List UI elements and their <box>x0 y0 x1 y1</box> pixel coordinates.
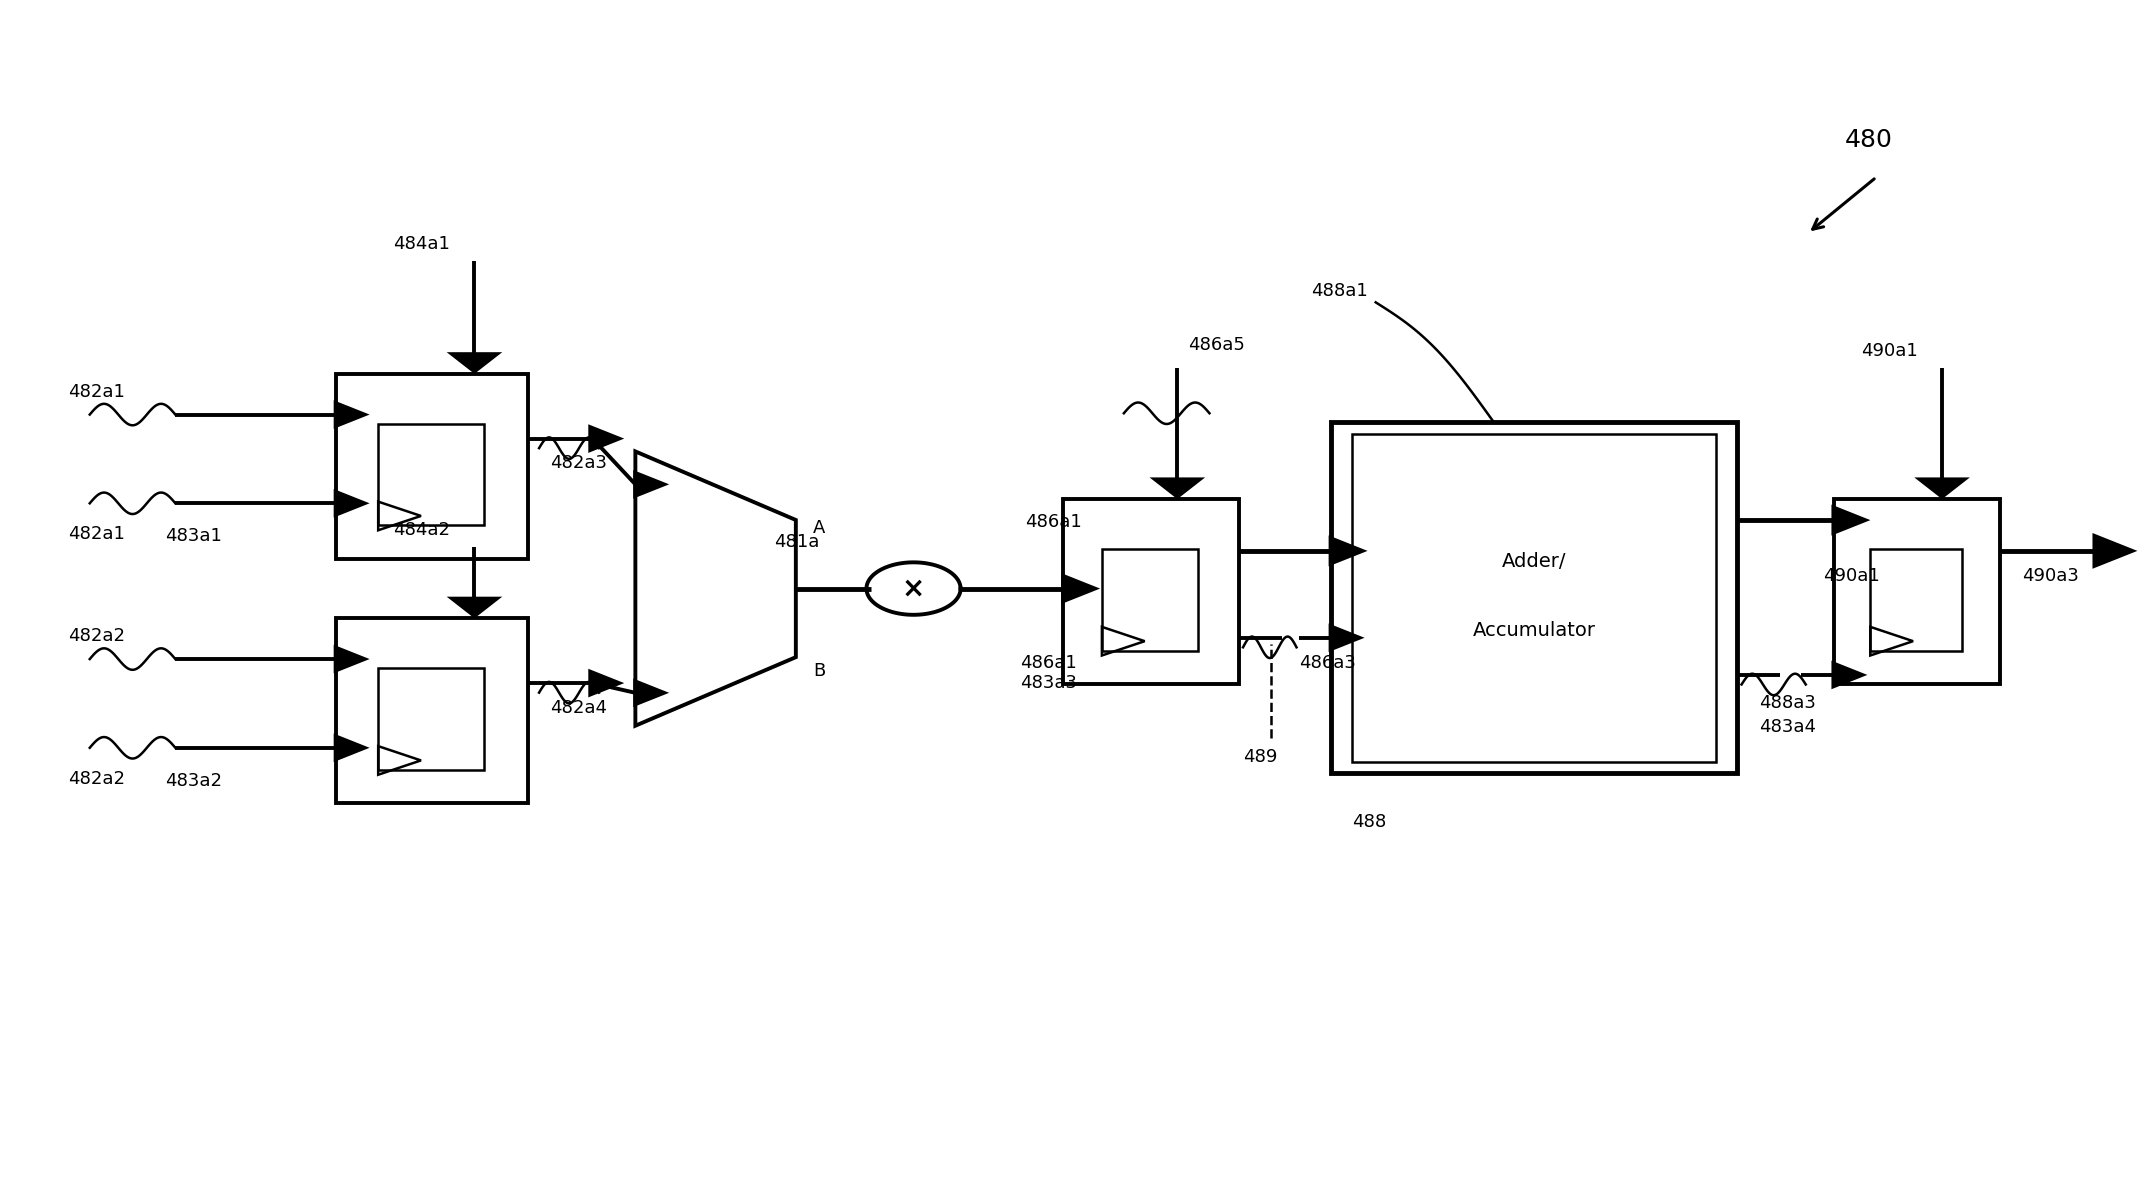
Bar <box>1102 549 1199 651</box>
Bar <box>378 668 483 770</box>
Text: 483a1: 483a1 <box>165 527 221 545</box>
Polygon shape <box>1914 478 1970 500</box>
Text: 486a3: 486a3 <box>1300 653 1355 671</box>
Text: 484a2: 484a2 <box>393 521 451 539</box>
Text: 482a4: 482a4 <box>550 699 606 717</box>
Text: Adder/: Adder/ <box>1501 552 1566 572</box>
Text: 486a1: 486a1 <box>1025 513 1083 531</box>
Polygon shape <box>333 489 369 518</box>
Text: 482a2: 482a2 <box>69 627 125 645</box>
Text: 484a1: 484a1 <box>393 234 451 252</box>
Text: ×: × <box>902 574 926 603</box>
Text: 488a1: 488a1 <box>1312 282 1368 300</box>
Text: 490a3: 490a3 <box>2021 567 2079 585</box>
Polygon shape <box>333 645 369 674</box>
Polygon shape <box>447 597 503 619</box>
Text: 486a5: 486a5 <box>1188 336 1246 354</box>
Bar <box>1351 434 1716 761</box>
Polygon shape <box>1832 504 1871 536</box>
Bar <box>1063 500 1239 685</box>
Polygon shape <box>589 669 625 698</box>
Text: Accumulator: Accumulator <box>1474 621 1596 640</box>
Bar <box>1834 500 2000 685</box>
Polygon shape <box>447 352 503 374</box>
Text: B: B <box>812 662 825 680</box>
Text: 489: 489 <box>1244 747 1278 765</box>
Text: A: A <box>812 519 825 537</box>
Polygon shape <box>1061 573 1100 604</box>
Text: 483a4: 483a4 <box>1759 718 1815 736</box>
Bar <box>335 619 528 803</box>
Polygon shape <box>2092 533 2137 569</box>
Bar <box>1871 549 1961 651</box>
Bar <box>335 374 528 558</box>
Polygon shape <box>1330 536 1368 567</box>
Text: 482a3: 482a3 <box>550 454 606 472</box>
Text: 482a2: 482a2 <box>69 770 125 788</box>
Bar <box>378 424 483 526</box>
Text: 480: 480 <box>1845 129 1892 153</box>
Text: 490a1: 490a1 <box>1860 342 1918 360</box>
Polygon shape <box>1832 661 1867 689</box>
Text: 488: 488 <box>1351 813 1385 831</box>
Text: 481a: 481a <box>775 533 821 551</box>
Polygon shape <box>1330 623 1364 652</box>
Polygon shape <box>634 470 670 498</box>
Polygon shape <box>634 679 670 707</box>
Text: 490a1: 490a1 <box>1824 567 1880 585</box>
Text: 483a2: 483a2 <box>165 772 221 790</box>
Text: 482a1: 482a1 <box>69 525 125 543</box>
Bar <box>1332 422 1738 773</box>
Polygon shape <box>333 734 369 763</box>
Polygon shape <box>1149 478 1205 500</box>
Polygon shape <box>333 400 369 429</box>
Polygon shape <box>589 424 625 453</box>
Text: 486a1: 486a1 <box>1020 653 1078 671</box>
Text: 482a1: 482a1 <box>69 383 125 401</box>
Text: 488a3: 488a3 <box>1759 694 1815 712</box>
Text: 483a3: 483a3 <box>1020 674 1078 692</box>
